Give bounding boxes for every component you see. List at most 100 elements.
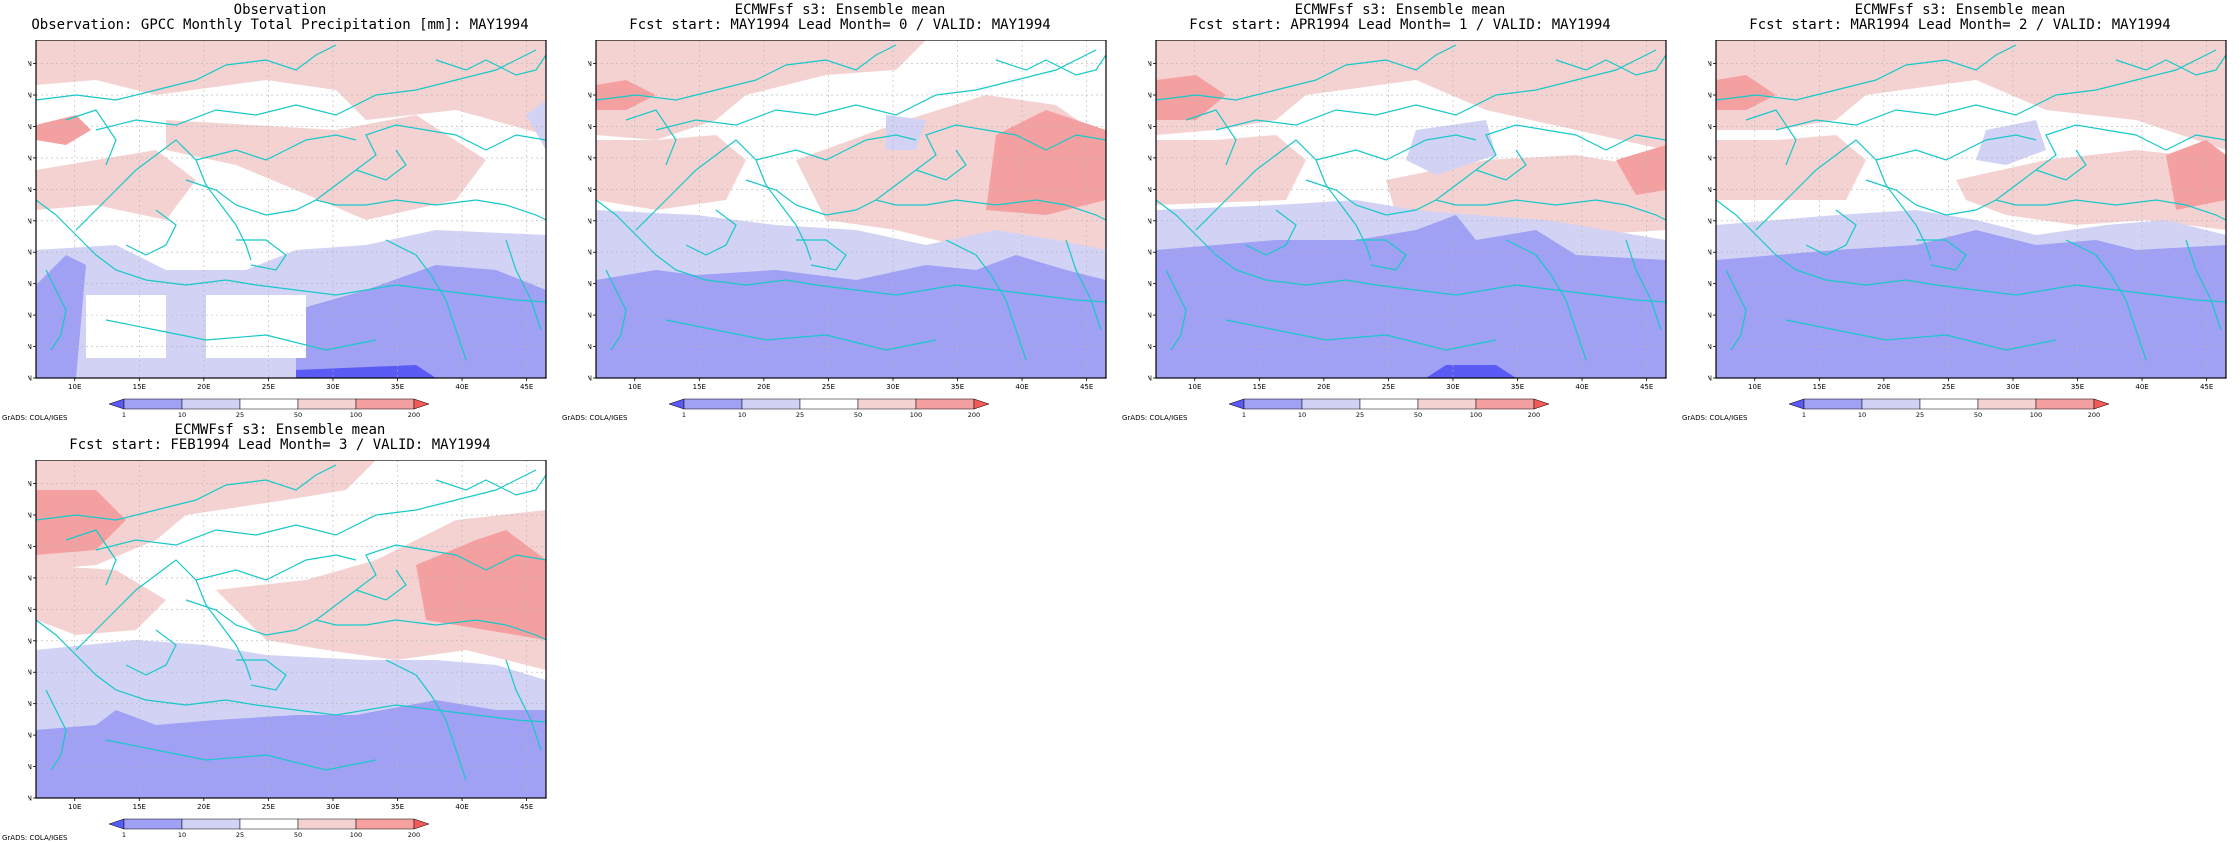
shaded-region <box>1156 215 1666 378</box>
lat-label: 46N <box>588 123 592 131</box>
shaded-region <box>1406 120 1496 175</box>
colorbar-level: 25 <box>236 411 244 418</box>
grads-credit: GrADS: COLA/IGES <box>1682 414 1748 422</box>
lon-label: 30E <box>326 383 339 391</box>
lat-label: 30N <box>1708 375 1712 383</box>
colorbar-level: 50 <box>294 411 302 418</box>
lat-label: 48N <box>28 512 32 520</box>
colorbar-level: 1 <box>682 411 686 418</box>
colorbar-segment <box>239 398 299 410</box>
coastline <box>2185 239 2222 331</box>
lat-label: 44N <box>28 574 32 582</box>
shaded-region <box>2166 140 2226 210</box>
shaded-region <box>36 460 376 570</box>
panel-title: ECMWFsf s3: Ensemble mean <box>174 422 386 438</box>
colorbar-segment <box>108 398 125 410</box>
coastline <box>655 49 1097 131</box>
lat-label: 38N <box>1708 249 1712 257</box>
shaded-region <box>596 40 926 140</box>
lon-label: 15E <box>1253 383 1266 391</box>
coastline <box>1435 124 1666 201</box>
lat-label: 50N <box>1148 60 1152 68</box>
coastline <box>236 239 287 271</box>
coastline <box>435 474 546 496</box>
lon-label: 30E <box>326 803 339 811</box>
colorbar-level: 200 <box>968 411 980 418</box>
coastline <box>1505 239 1587 361</box>
colorbar-level: 25 <box>1916 411 1924 418</box>
lon-label: 30E <box>1446 383 1459 391</box>
coastline <box>505 239 542 331</box>
colorbar-level: 25 <box>236 831 244 838</box>
coastline <box>195 554 357 581</box>
lat-label: 32N <box>588 343 592 351</box>
lat-label: 34N <box>28 312 32 320</box>
colorbar-level: 100 <box>350 411 362 418</box>
lat-label: 48N <box>1148 92 1152 100</box>
coastline <box>1805 209 1857 256</box>
lat-label: 38N <box>588 249 592 257</box>
colorbar-segment <box>123 398 183 410</box>
coastline <box>596 199 1106 303</box>
colorbar-level: 50 <box>1414 411 1422 418</box>
coastline <box>1156 199 1666 303</box>
panel-subtitle: Fcst start: MAR1994 Lead Month= 2 / VALI… <box>1749 17 2171 33</box>
colorbar-level: 1 <box>122 411 126 418</box>
coastline <box>185 599 546 641</box>
map-frame <box>35 460 547 799</box>
coastline <box>1916 239 1967 271</box>
shaded-region <box>526 100 546 150</box>
panel-title: Observation <box>233 2 327 18</box>
colorbar-segment <box>741 398 801 410</box>
colorbar-segment <box>1977 398 2037 410</box>
colorbar-level: 25 <box>1356 411 1364 418</box>
lon-label: 40E <box>455 803 468 811</box>
coastline <box>1225 319 1497 351</box>
coastline <box>315 124 546 201</box>
coastline <box>1755 139 1932 261</box>
colorbar-segment <box>1533 398 1550 410</box>
coastline <box>2115 54 2226 76</box>
coastline <box>45 269 67 351</box>
coastline <box>1156 44 1457 101</box>
coastline <box>1775 49 2217 131</box>
lon-label: 30E <box>2006 383 2019 391</box>
lat-label: 46N <box>1708 123 1712 131</box>
colorbar-level: 100 <box>2030 411 2042 418</box>
coastline <box>2035 149 2087 181</box>
coastline <box>1995 124 2226 201</box>
precipitation-map: 30N 32N 34N 36N 38N 40N 42N 44N 46N 48N 50N 10E 15E 2… <box>28 40 547 391</box>
coastline <box>995 54 1106 76</box>
coastline <box>105 319 377 351</box>
lon-label: 15E <box>693 383 706 391</box>
lat-label: 32N <box>28 343 32 351</box>
lat-label: 36N <box>1708 280 1712 288</box>
lat-label: 38N <box>28 669 32 677</box>
colorbar-level: 100 <box>350 831 362 838</box>
grads-credit: GrADS: COLA/IGES <box>2 414 68 422</box>
coastline <box>125 209 177 256</box>
colorbar-segment <box>181 818 241 830</box>
panel-subtitle: Fcst start: FEB1994 Lead Month= 3 / VALI… <box>69 437 491 453</box>
colorbar-level: 100 <box>910 411 922 418</box>
shaded-region <box>1156 135 1306 205</box>
map-panel-2: ECMWFsf s3: Ensemble mean Fcst start: APR… <box>1120 0 1680 422</box>
shaded-region <box>1716 40 2226 150</box>
colorbar-segment <box>2035 398 2095 410</box>
colorbar-segment <box>239 818 299 830</box>
lat-label: 34N <box>1148 312 1152 320</box>
coastline <box>1555 54 1666 76</box>
shaded-region <box>1716 230 2226 378</box>
lat-label: 50N <box>1708 60 1712 68</box>
colorbar: 1102550100200400 <box>108 398 430 418</box>
colorbar-level: 1 <box>122 831 126 838</box>
coastline <box>1305 179 1666 221</box>
lat-label: 42N <box>28 606 32 614</box>
colorbar-level: 10 <box>178 831 186 838</box>
lat-label: 40N <box>28 637 32 645</box>
coastline <box>1625 239 1662 331</box>
shaded-region <box>1156 40 1666 150</box>
colorbar-segment <box>413 398 430 410</box>
lon-label: 40E <box>1015 383 1028 391</box>
colorbar-level: 50 <box>1974 411 1982 418</box>
